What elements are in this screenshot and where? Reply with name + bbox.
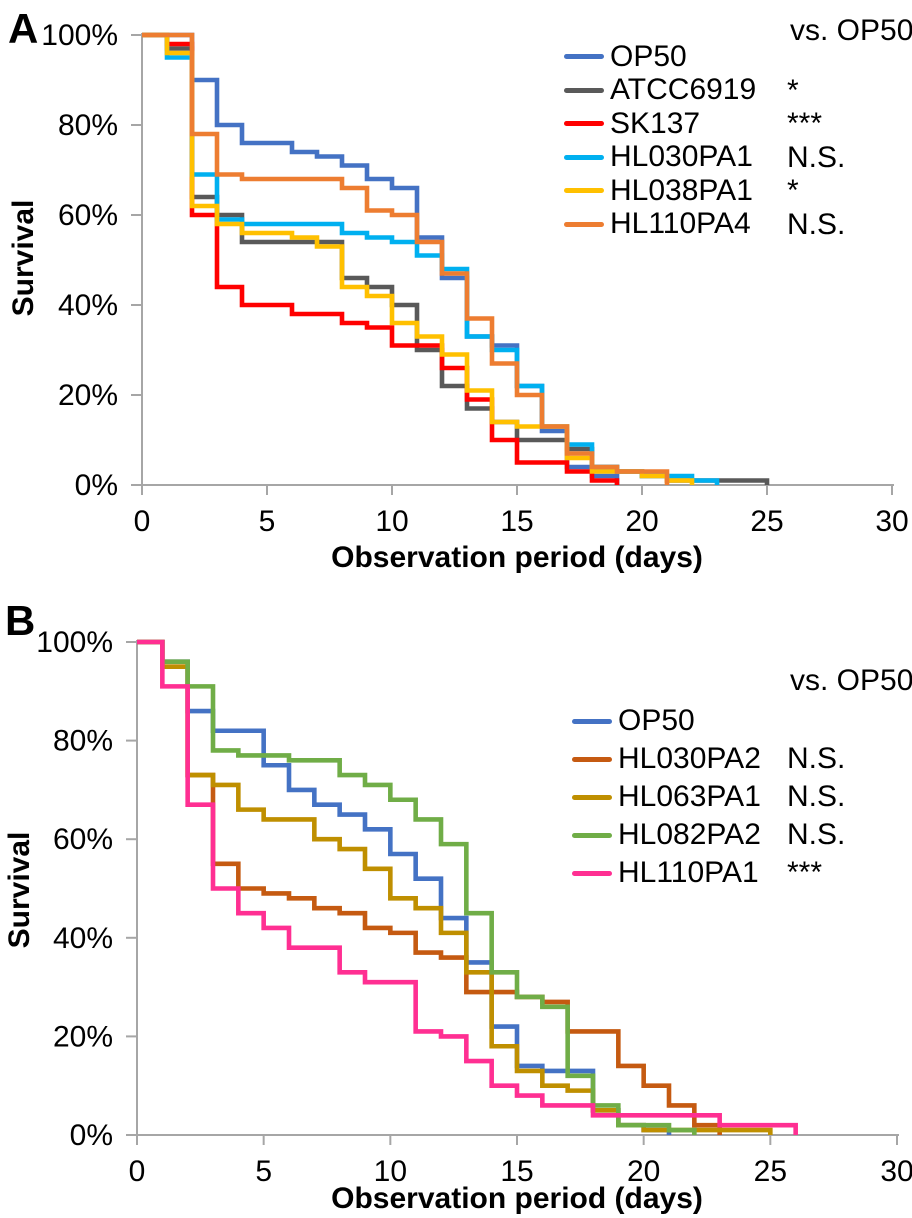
legend-label-hl030pa1: HL030PA1 [610,140,753,174]
survival-curve-sk137 [142,32,620,485]
significance-sk137: *** [787,107,823,140]
legend-swatch-hl030pa1 [564,154,604,160]
x-axis-title-panel-a: Observation period (days) [331,541,703,574]
x-tick-label-30: 30 [880,1155,912,1188]
significance-hl110pa4: N.S. [787,207,846,241]
legend-swatch-sk137 [564,121,604,127]
significance-hl030pa1: N.S. [787,140,846,174]
legend-label-hl038pa1: HL038PA1 [610,173,753,207]
x-tick-label-30: 30 [875,505,908,538]
y-tick-label-100%: 100% [36,626,113,659]
x-tick-label-5: 5 [259,505,276,538]
y-tick-label-60%: 60% [58,199,118,232]
survival-curve-hl110pa4 [142,32,670,485]
significance-hl038pa1: * [787,174,799,207]
panel-a: 100% 80% 60% 40% 20% 0% 0 5 10 15 20 25 30 [41,19,908,538]
survival-curve-hl082pa2 [137,639,697,1135]
significance-hl030pa2: N.S. [787,742,846,775]
x-tick-label-15: 15 [500,1155,533,1188]
y-tick-label-40%: 40% [58,289,118,322]
legend-swatch-op50 [564,54,604,60]
y-tick-label-20%: 20% [53,1020,113,1053]
legend-item-op50: OP50 [564,40,687,74]
y-tick-label-60%: 60% [53,823,113,856]
significance-column-header-panel-b: vs. OP50 [790,664,912,697]
x-tick-label-25: 25 [750,505,783,538]
legend-label-op50: OP50 [610,39,687,73]
significance-hl082pa2: N.S. [787,818,846,851]
legend-item-hl030pa2: HL030PA2 [572,740,761,778]
legend-item-hl063pa1: HL063PA1 [572,778,761,816]
legend-item-hl030pa1: HL030PA1 [564,140,753,175]
legend-swatch-hl082pa2 [572,832,612,838]
legend-swatch-hl110pa1 [572,870,612,876]
x-tick-label-0: 0 [134,505,151,538]
legend-item-hl038pa1: HL038PA1 [564,174,753,208]
legend-item-hl082pa2: HL082PA2 [572,816,761,854]
panel-b: 100% 80% 60% 40% 20% 0% 0 5 10 15 20 25 30 [36,626,912,1188]
x-tick-label-15: 15 [500,505,533,538]
legend-label-hl110pa1: HL110PA1 [618,856,759,889]
y-tick-label-100%: 100% [41,19,118,52]
survival-curve-hl030pa2 [137,639,722,1135]
significance-atcc6919: * [787,73,799,107]
survival-curve-op50 [142,32,620,485]
legend-swatch-hl063pa1 [572,794,612,800]
legend-label-atcc6919: ATCC6919 [610,73,757,107]
legend-item-sk137: SK137 [564,107,700,141]
legend-item-hl110pa4: HL110PA4 [564,207,751,242]
legend-item-atcc6919: ATCC6919 [564,73,757,108]
legend-swatch-hl110pa4 [564,221,604,227]
x-tick-label-25: 25 [754,1155,787,1188]
x-tick-label-10: 10 [375,505,408,538]
legend-swatch-hl030pa2 [572,756,612,762]
legend-label-op50: OP50 [618,704,695,737]
y-tick-label-0%: 0% [70,1119,113,1152]
legend-label-hl063pa1: HL063PA1 [618,780,761,813]
legend-swatch-atcc6919 [564,87,604,93]
significance-column-header-panel-a: vs. OP50 [790,14,912,47]
legend-label-hl082pa2: HL082PA2 [618,818,761,851]
x-tick-label-10: 10 [374,1155,407,1188]
y-tick-label-40%: 40% [53,922,113,955]
significance-hl063pa1: N.S. [787,780,846,813]
legend-item-op50: OP50 [572,702,695,740]
x-tick-label-20: 20 [625,505,658,538]
y-axis-title-panel-b: Survival [3,831,36,949]
legend-label-hl110pa4: HL110PA4 [610,207,751,241]
x-axis-title-panel-b: Observation period (days) [331,1182,703,1215]
legend-swatch-hl038pa1 [564,188,604,194]
x-tick-label-5: 5 [255,1155,272,1188]
y-axis-title-panel-a: Survival [7,199,40,317]
y-tick-label-0%: 0% [75,469,118,502]
panel-letter-b: B [5,597,36,644]
legend-label-hl030pa2: HL030PA2 [618,742,761,775]
legend-item-hl110pa1: HL110PA1 [572,854,759,892]
significance-hl110pa1: *** [787,856,823,889]
legend-swatch-op50 [572,718,612,724]
y-tick-label-20%: 20% [58,379,118,412]
legend-label-sk137: SK137 [610,106,701,140]
panel-letter-a: A [8,5,39,52]
survival-curve-hl110pa1 [137,639,798,1135]
y-tick-label-80%: 80% [53,725,113,758]
x-tick-label-20: 20 [627,1155,660,1188]
x-tick-label-0: 0 [129,1155,146,1188]
y-tick-label-80%: 80% [58,109,118,142]
